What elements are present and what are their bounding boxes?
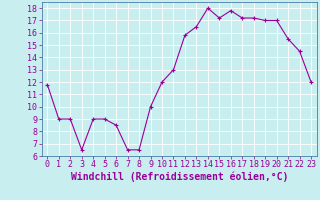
X-axis label: Windchill (Refroidissement éolien,°C): Windchill (Refroidissement éolien,°C) xyxy=(70,172,288,182)
